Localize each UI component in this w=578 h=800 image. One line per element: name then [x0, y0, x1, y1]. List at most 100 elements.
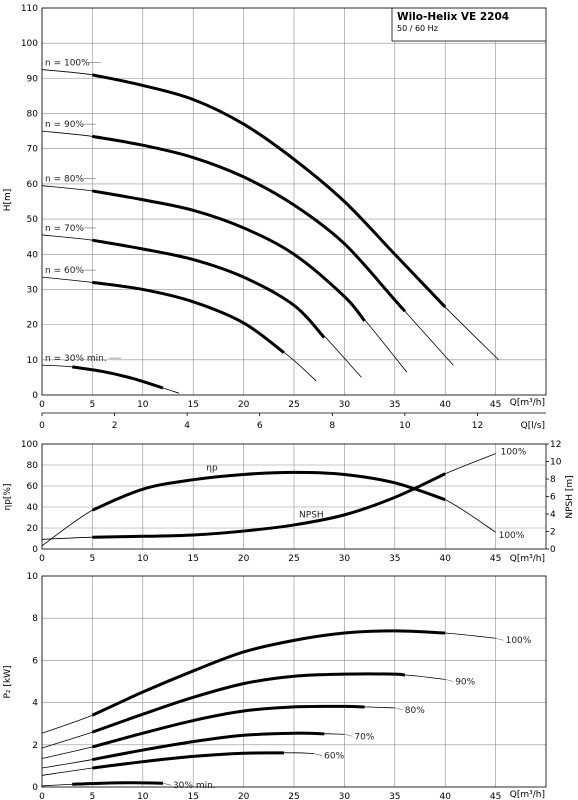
efficiency-npsh-grid [41, 443, 546, 550]
head-q-ls-tick-2: 2 [112, 421, 118, 431]
power-x-tick-25: 25 [288, 792, 299, 800]
power-curve-label-60: 60% [324, 752, 344, 762]
head-curve-n-30-min [41, 364, 180, 394]
power-x-tick-0: 0 [39, 792, 45, 800]
power-chart-frame [41, 575, 547, 788]
head-y-tick-10: 10 [27, 356, 39, 366]
power-curve-label-leader-60 [314, 753, 323, 756]
efficiency-npsh-frame [41, 443, 547, 550]
power-chart-curves [41, 629, 496, 787]
head-x-tick-40: 40 [439, 400, 451, 410]
eff-npsh-tick-12: 12 [550, 440, 561, 450]
head-curve-n-80 [41, 185, 408, 373]
power-y-tick-10: 10 [27, 572, 39, 582]
head-y-tick-80: 80 [27, 110, 39, 120]
head-q-ls-tick-8: 8 [329, 421, 335, 431]
power-curve-label-leader-30-min [162, 782, 172, 786]
eff-curve-operating-p [91, 470, 446, 512]
head-x-tick-0: 0 [39, 400, 45, 410]
head-x-tick-5: 5 [90, 400, 96, 410]
head-curve-operating-n-80 [92, 189, 366, 322]
head-y-tick-100: 100 [21, 39, 38, 49]
head-x-tick-25: 25 [288, 400, 299, 410]
power-curve-label-leader-100 [495, 637, 504, 641]
eff-y-tick-60: 60 [27, 482, 39, 492]
head-y-tick-0: 0 [32, 391, 38, 401]
head-curve-label-n-80: n = 80% [45, 175, 84, 185]
head-q-ls-tick-4: 4 [184, 421, 190, 431]
head-y-tick-70: 70 [27, 145, 39, 155]
power-curve-operating-70 [92, 731, 325, 762]
eff-x-tick-0: 0 [39, 554, 45, 564]
head-x-tick-10: 10 [137, 400, 149, 410]
eff-npsh-tick-10: 10 [550, 458, 562, 468]
power-y-tick-8: 8 [32, 614, 38, 624]
p2-axis-label: P₂ [kW] [3, 665, 13, 698]
head-chart-ticks: 0 5 10 15 20 25 30 35 40 450102030405060708090100… [21, 4, 502, 431]
power-y-tick-2: 2 [32, 741, 38, 751]
power-curve-label-100: 100% [506, 636, 532, 646]
eff-x-tick-5: 5 [90, 554, 96, 564]
power-x-tick-5: 5 [90, 792, 96, 800]
eff-npsh-tick-2: 2 [550, 528, 556, 538]
head-chart-grid [41, 7, 546, 396]
power-x-tick-20: 20 [238, 792, 250, 800]
eff-label-npsh: NPSH [299, 511, 324, 521]
eff-npsh-tick-0: 0 [550, 545, 556, 555]
eff-y-tick-80: 80 [27, 461, 39, 471]
power-chart-ticks: 0 5 10 15 20 25 30 35 40 45 0 2 4 6 8 10 [27, 572, 502, 800]
power-curve-label-leader-90 [445, 679, 454, 682]
head-y-tick-20: 20 [27, 321, 39, 331]
eff-npsh-tick-8: 8 [550, 475, 556, 485]
power-curve-label-80: 80% [405, 706, 425, 716]
head-curve-label-n-90: n = 90% [45, 120, 84, 130]
eff-y-tick-100: 100 [21, 440, 38, 450]
head-x-tick-45: 45 [490, 400, 501, 410]
eff-x-tick-25: 25 [288, 554, 299, 564]
eff-x-tick-30: 30 [339, 554, 351, 564]
head-curve-label-n-100: n = 100% [45, 59, 90, 69]
eta-axis-label: ηp[%] [3, 484, 13, 511]
eff-y-tick-0: 0 [32, 545, 38, 555]
head-y-tick-40: 40 [27, 250, 39, 260]
head-curve-label-n-60: n = 60% [45, 266, 84, 276]
head-curve-label-n-30-min: n = 30% min. [45, 354, 107, 364]
power-x-tick-45: 45 [490, 792, 501, 800]
efficiency-npsh-curves [41, 453, 496, 547]
head-x-tick-20: 20 [238, 400, 250, 410]
head-curve-operating-n-70 [92, 238, 326, 339]
head-y-tick-30: 30 [27, 285, 39, 295]
head-curve-operating-n-30-min [72, 365, 164, 390]
power-curve-label-leader-80 [394, 707, 403, 711]
eff-x-tick-45: 45 [490, 554, 501, 564]
eff-curve-npsh [41, 453, 496, 540]
chart-title: Wilo-Helix VE 2204 [397, 11, 509, 23]
q-m3h-axis-label-2: Q[m³/h] [510, 554, 545, 564]
power-curve-operating-80 [92, 704, 365, 749]
power-x-tick-35: 35 [389, 792, 400, 800]
efficiency-npsh-labels: ηp NPSH 100% 100% [206, 448, 526, 542]
head-y-tick-60: 60 [27, 180, 39, 190]
eff-x-tick-20: 20 [238, 554, 250, 564]
eff-y-tick-20: 20 [27, 524, 39, 534]
efficiency-npsh-ticks: 0 5 10 15 20 25 30 35 40 45 0 20 40 60 80 100 0 2 4 6 8 10 12 [21, 440, 562, 564]
head-y-tick-50: 50 [27, 215, 39, 225]
title-box [392, 8, 546, 42]
head-curve-operating-n-60 [92, 280, 285, 354]
q-m3h-axis-label-3: Q[m³/h] [510, 790, 545, 800]
eff-y-tick-40: 40 [27, 503, 39, 513]
power-curve-operating-30-min [72, 781, 163, 786]
power-chart-curve-labels: 100% 90% 80% 70% 60% 30% min. [162, 636, 532, 791]
head-q-ls-tick-0: 0 [39, 421, 45, 431]
eff-x-tick-15: 15 [187, 554, 198, 564]
q-m3h-axis-label-1: Q[m³/h] [510, 398, 545, 408]
head-x-tick-30: 30 [339, 400, 351, 410]
eff-x-tick-35: 35 [389, 554, 400, 564]
head-curve-n-100 [41, 69, 499, 361]
head-curve-n-90 [41, 130, 454, 366]
eff-npsh-tick-6: 6 [550, 493, 556, 503]
head-y-tick-110: 110 [21, 4, 38, 14]
head-curve-operating-n-90 [92, 134, 406, 313]
